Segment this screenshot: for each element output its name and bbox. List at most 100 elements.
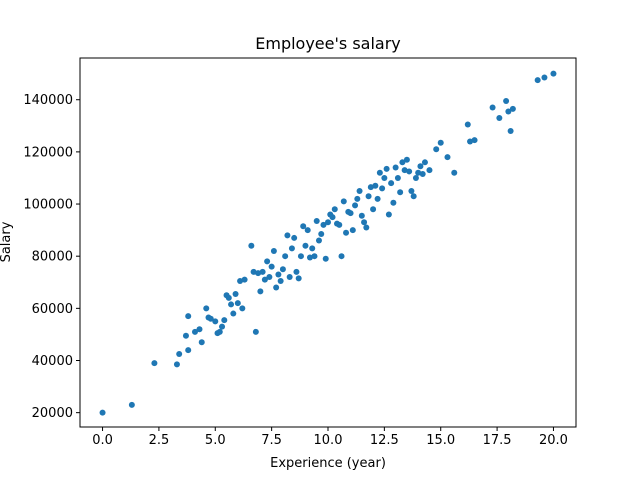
data-point [412, 174, 419, 181]
data-point [309, 245, 316, 252]
data-point [268, 263, 275, 270]
data-point [270, 247, 277, 254]
data-point [381, 174, 388, 181]
data-point [419, 171, 426, 178]
chart-title: Employee's salary [255, 34, 401, 53]
y-tick-label: 20000 [32, 406, 73, 421]
data-point [415, 169, 422, 176]
data-point [379, 185, 386, 192]
data-point [503, 98, 510, 105]
y-axis-ticks: 20000 40000 60000 80000 100000 120000 140000 [23, 93, 80, 421]
data-point [311, 253, 318, 260]
data-point [541, 74, 548, 81]
y-tick-label: 100000 [23, 198, 73, 213]
data-point [426, 167, 433, 174]
data-point [248, 242, 255, 249]
data-point [313, 217, 320, 224]
x-tick-label: 20.0 [539, 433, 568, 448]
y-axis-label: Salary [0, 221, 14, 262]
data-point [306, 254, 313, 261]
data-point [273, 284, 280, 291]
data-point [410, 193, 417, 200]
data-point [282, 253, 289, 260]
data-point [408, 187, 415, 194]
data-point [464, 121, 471, 128]
data-point [363, 224, 370, 231]
data-point [336, 221, 343, 228]
data-point [257, 288, 264, 295]
data-point [467, 138, 474, 145]
data-point [509, 105, 516, 112]
data-point [347, 210, 354, 217]
data-point [219, 323, 226, 330]
data-point [550, 70, 557, 77]
data-point [496, 114, 503, 121]
x-tick-label: 17.5 [483, 433, 512, 448]
data-point [397, 189, 404, 196]
data-point [221, 317, 228, 324]
data-point [237, 277, 244, 284]
x-tick-label: 12.5 [370, 433, 399, 448]
data-point [365, 193, 372, 200]
data-point [275, 271, 282, 278]
data-point [286, 274, 293, 281]
data-point [505, 108, 512, 115]
data-point [534, 77, 541, 84]
data-point [471, 137, 478, 144]
x-tick-label: 10.0 [314, 433, 343, 448]
data-point [234, 300, 241, 307]
data-point [354, 195, 361, 202]
data-point [259, 268, 266, 275]
y-tick-label: 60000 [32, 302, 73, 317]
data-point [207, 315, 214, 322]
data-point [329, 214, 336, 221]
data-point [370, 206, 377, 213]
data-point [406, 168, 413, 175]
y-tick-label: 80000 [32, 250, 73, 265]
data-points [99, 70, 557, 416]
data-point [385, 211, 392, 218]
x-tick-label: 2.5 [149, 433, 170, 448]
data-point [356, 187, 363, 194]
data-point [250, 268, 257, 275]
y-tick-label: 40000 [32, 354, 73, 369]
data-point [230, 310, 237, 317]
data-point [352, 202, 359, 209]
data-point [216, 328, 223, 335]
data-point [374, 195, 381, 202]
data-point [261, 276, 268, 283]
data-point [444, 154, 451, 161]
data-point [403, 156, 410, 163]
data-point [343, 229, 350, 236]
data-point [297, 253, 304, 260]
data-point [399, 159, 406, 166]
data-point [489, 104, 496, 111]
data-point [302, 242, 309, 249]
data-point [507, 128, 514, 135]
data-point [401, 167, 408, 174]
y-tick-label: 120000 [23, 145, 73, 160]
data-point [203, 305, 210, 312]
data-point [185, 313, 192, 320]
data-point [266, 274, 273, 281]
data-point [338, 253, 345, 260]
data-point [284, 232, 291, 239]
x-tick-label: 15.0 [426, 433, 455, 448]
data-point [349, 227, 356, 234]
data-point [288, 245, 295, 252]
data-point [239, 305, 246, 312]
data-point [320, 221, 327, 228]
data-point [252, 328, 259, 335]
data-point [185, 347, 192, 354]
data-point [232, 291, 239, 298]
data-point [318, 231, 325, 238]
data-point [388, 180, 395, 187]
data-point [99, 409, 106, 416]
data-point [417, 163, 424, 170]
data-point [361, 219, 368, 226]
data-point [376, 169, 383, 176]
data-point [392, 164, 399, 171]
data-point [191, 328, 198, 335]
data-point [228, 301, 235, 308]
